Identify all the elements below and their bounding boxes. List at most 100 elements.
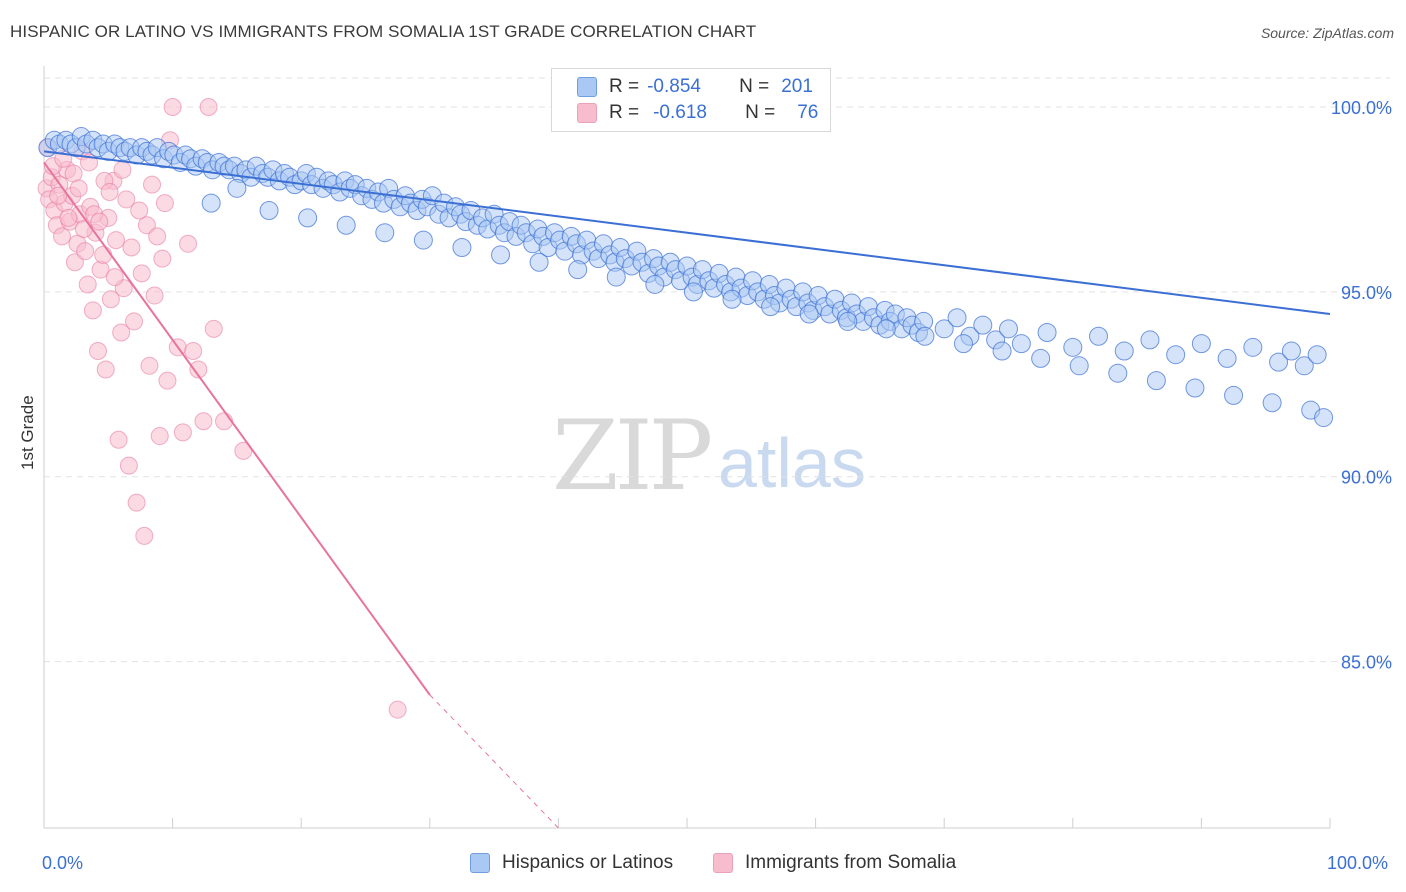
somalia-point (150, 427, 169, 446)
hispanic-point (876, 319, 896, 339)
somalia-point (49, 186, 68, 205)
hispanic-point (336, 215, 356, 235)
legend-row-hispanic: R = -0.854 N = 201 (552, 75, 813, 99)
somalia-point (163, 97, 182, 116)
somalia-point (89, 342, 108, 361)
somalia-trend-line (43, 161, 431, 696)
hispanic-point (953, 334, 973, 354)
y-tick-label: 90.0% (1341, 468, 1392, 488)
hispanic-point (1069, 356, 1089, 376)
somalia-point (140, 356, 159, 375)
trend-lines (43, 150, 1331, 829)
watermark-zip: ZIP (552, 400, 713, 512)
legend-row-somalia: R = -0.618 N = 76 (552, 101, 818, 125)
somalia-point (74, 219, 93, 238)
y-tick-label: 85.0% (1341, 653, 1392, 673)
hispanic-point (1185, 378, 1205, 398)
hispanic-point (1011, 334, 1031, 354)
somalia-point (117, 190, 136, 209)
x-tick-label-max: 100.0% (1327, 853, 1389, 873)
somalia-point (78, 275, 97, 294)
hispanic-point (799, 304, 819, 324)
correlation-legend: R = -0.854 N = 201 R = -0.618 N = 76 (551, 68, 831, 132)
somalia-point (153, 249, 172, 268)
hispanic-point (1224, 385, 1244, 405)
hispanic-point (1314, 408, 1334, 428)
hispanic-point (1262, 393, 1282, 413)
y-tick-label: 100.0% (1331, 98, 1392, 118)
y-axis-label: 1st Grade (18, 395, 37, 470)
somalia-point (101, 290, 120, 309)
somalia-point (184, 342, 203, 361)
somalia-point (127, 493, 146, 512)
somalia-point (137, 216, 156, 235)
somalia-point (119, 456, 138, 475)
hispanic-point (1108, 363, 1128, 383)
hispanic-point (1191, 334, 1211, 354)
bottom-legend-swatch-pink (713, 853, 733, 873)
legend-n-value-hispanic: 201 (781, 76, 813, 97)
bottom-legend-label-hispanic: Hispanics or Latinos (502, 852, 674, 873)
somalia-point (199, 97, 218, 116)
legend-swatch-pink (577, 103, 597, 123)
hispanic-point (1031, 348, 1051, 368)
hispanic-point (761, 297, 781, 317)
somalia-point (189, 360, 208, 379)
somalia-point (135, 526, 154, 545)
somalia-point (125, 312, 144, 331)
hispanic-point (999, 319, 1018, 339)
hispanic-point (452, 237, 472, 257)
somalia-point (122, 238, 141, 257)
hispanic-point (992, 341, 1012, 361)
somalia-point (59, 208, 78, 227)
legend-n-label: N = (745, 102, 776, 123)
hispanic-points (38, 127, 1334, 428)
bottom-legend-swatch-blue (470, 853, 490, 873)
hispanic-point (838, 311, 858, 331)
somalia-point (132, 264, 151, 283)
somalia-point (388, 700, 407, 719)
somalia-point (194, 412, 213, 431)
hispanic-point (413, 230, 433, 250)
hispanic-point (1063, 337, 1083, 357)
somalia-point (96, 360, 115, 379)
hispanic-point (1114, 341, 1134, 361)
bottom-legend-label-somalia: Immigrants from Somalia (745, 852, 957, 873)
hispanic-point (645, 274, 665, 294)
hispanic-point (529, 252, 549, 272)
hispanic-point (1294, 356, 1314, 376)
bottom-legend-hispanic: Hispanics or Latinos (470, 852, 673, 874)
somalia-point (179, 234, 198, 253)
hispanic-point (934, 319, 954, 339)
somalia-point (69, 179, 88, 198)
somalia-point (215, 412, 234, 431)
somalia-point (158, 371, 177, 390)
somalia-point (94, 245, 113, 264)
hispanic-point (1281, 341, 1301, 361)
somalia-point (204, 319, 223, 338)
hispanic-point (201, 193, 221, 213)
hispanic-point (491, 245, 511, 265)
hispanic-point (568, 260, 588, 280)
hispanic-point (683, 282, 703, 302)
somalia-point (109, 430, 128, 449)
chart-title: HISPANIC OR LATINO VS IMMIGRANTS FROM SO… (10, 22, 757, 41)
hispanic-point (1307, 345, 1327, 365)
watermark-atlas: atlas (718, 424, 866, 502)
somalia-point (90, 212, 109, 231)
hispanic-point (1140, 330, 1160, 350)
somalia-point (173, 423, 192, 442)
legend-n-label: N = (739, 76, 770, 97)
somalia-point (113, 160, 132, 179)
hispanic-point (1269, 352, 1289, 372)
somalia-point (100, 183, 119, 202)
somalia-point (112, 323, 131, 342)
x-tick-label-min: 0.0% (42, 853, 84, 873)
hispanic-point (1037, 323, 1057, 343)
bottom-legend-somalia: Immigrants from Somalia (713, 852, 956, 874)
somalia-point (76, 242, 95, 261)
somalia-point (83, 301, 102, 320)
somalia-point (53, 227, 72, 246)
hispanic-point (298, 208, 318, 228)
